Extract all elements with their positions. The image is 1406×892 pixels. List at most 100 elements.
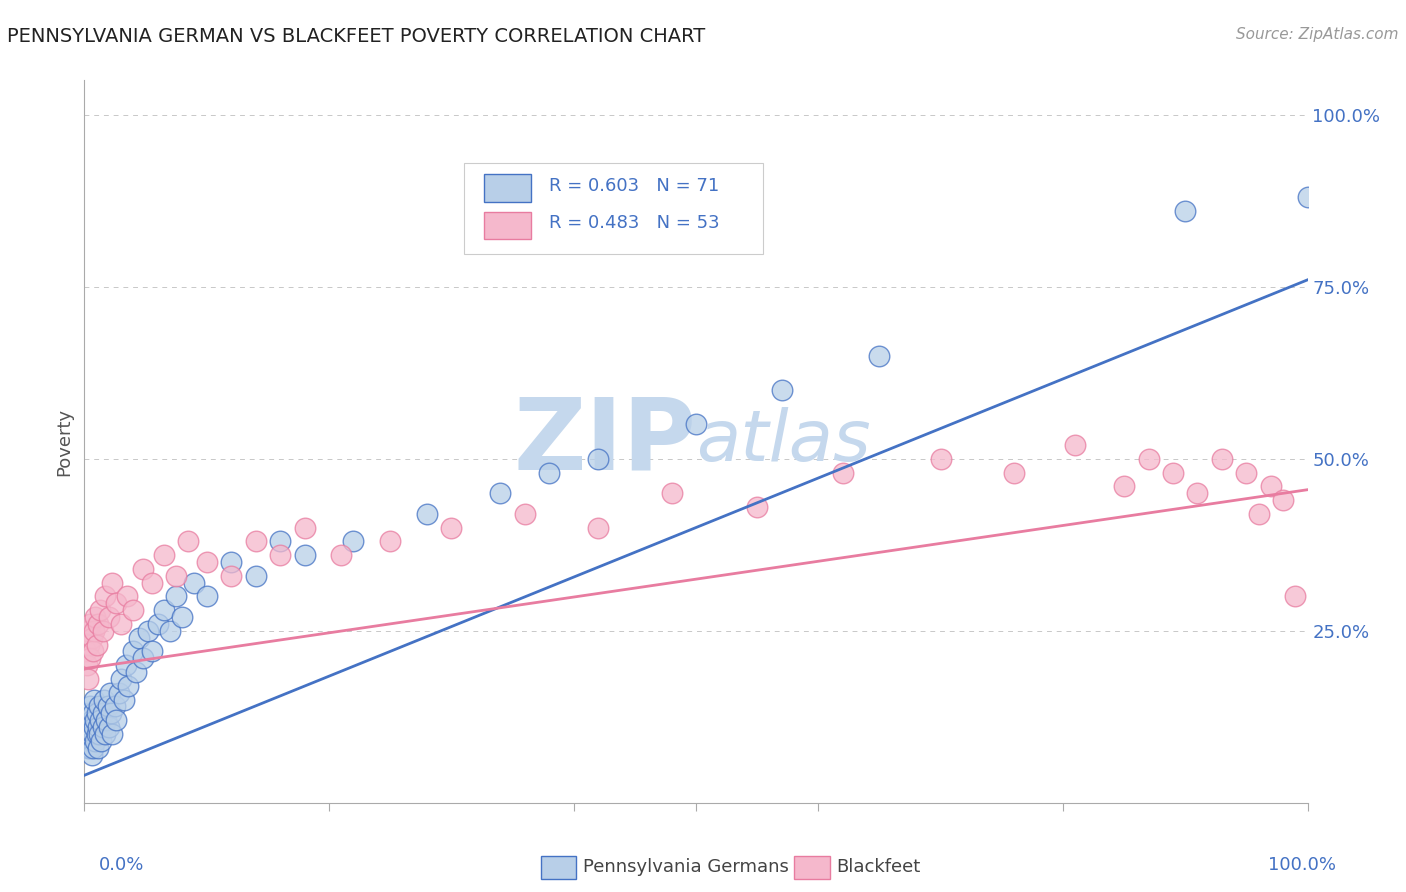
Point <box>101 575 124 590</box>
Point <box>219 555 242 569</box>
Point <box>685 417 707 432</box>
Point <box>165 590 187 604</box>
Point <box>128 631 150 645</box>
Point <box>112 692 135 706</box>
Point <box>115 658 138 673</box>
Point <box>91 624 114 638</box>
Point <box>747 500 769 514</box>
Point <box>110 616 132 631</box>
Point <box>1064 438 1087 452</box>
Point <box>97 699 120 714</box>
Point <box>153 548 176 562</box>
Point <box>219 568 242 582</box>
Point <box>380 534 402 549</box>
Point <box>96 713 118 727</box>
Point <box>82 727 104 741</box>
Point <box>80 631 103 645</box>
Point <box>1002 466 1025 480</box>
Point <box>75 720 97 734</box>
Point <box>94 590 117 604</box>
Text: R = 0.483   N = 53: R = 0.483 N = 53 <box>550 214 720 232</box>
Point <box>153 603 176 617</box>
Point <box>80 734 103 748</box>
Point <box>831 466 853 480</box>
Point <box>77 624 100 638</box>
Point <box>87 616 110 631</box>
Point <box>91 706 114 721</box>
Point <box>125 665 148 679</box>
Point <box>869 349 891 363</box>
Point <box>110 672 132 686</box>
Point <box>440 520 463 534</box>
Point <box>146 616 169 631</box>
Text: R = 0.603   N = 71: R = 0.603 N = 71 <box>550 178 720 195</box>
Text: ZIP: ZIP <box>513 393 696 490</box>
Point <box>1174 204 1197 219</box>
Point <box>90 734 112 748</box>
Point <box>75 644 97 658</box>
Point <box>101 727 124 741</box>
Point <box>1260 479 1282 493</box>
Point <box>245 568 267 582</box>
Point <box>104 699 127 714</box>
Point <box>538 466 561 480</box>
Point <box>82 740 104 755</box>
Point <box>586 451 609 466</box>
Point <box>330 548 353 562</box>
Point <box>1137 451 1160 466</box>
Point <box>122 603 145 617</box>
Point <box>86 727 108 741</box>
FancyBboxPatch shape <box>484 211 531 239</box>
Text: Pennsylvania Germans: Pennsylvania Germans <box>583 858 789 876</box>
Point <box>1272 493 1295 508</box>
Text: Source: ZipAtlas.com: Source: ZipAtlas.com <box>1236 27 1399 42</box>
Point <box>1284 590 1306 604</box>
Point <box>97 610 120 624</box>
Point <box>1236 466 1258 480</box>
Point <box>132 562 155 576</box>
Point <box>79 720 101 734</box>
Point <box>82 644 104 658</box>
Point <box>97 720 120 734</box>
Point <box>89 713 111 727</box>
Point <box>661 486 683 500</box>
Point <box>195 555 218 569</box>
Point <box>183 575 205 590</box>
Point <box>770 383 793 397</box>
Point <box>86 706 108 721</box>
Point <box>122 644 145 658</box>
Point <box>91 720 114 734</box>
Point <box>80 713 103 727</box>
Point <box>84 610 107 624</box>
Point <box>165 568 187 582</box>
Text: 100.0%: 100.0% <box>1268 856 1336 874</box>
Point <box>79 740 101 755</box>
Point <box>929 451 952 466</box>
Y-axis label: Poverty: Poverty <box>55 408 73 475</box>
Point <box>159 624 181 638</box>
FancyBboxPatch shape <box>464 163 763 253</box>
Point <box>1211 451 1233 466</box>
Point <box>105 713 128 727</box>
Point <box>136 624 159 638</box>
Point <box>79 616 101 631</box>
Point <box>77 727 100 741</box>
Point <box>294 548 316 562</box>
Point <box>107 686 129 700</box>
Point <box>80 747 103 762</box>
Point <box>141 575 163 590</box>
Point <box>83 692 105 706</box>
Point <box>87 727 110 741</box>
Point <box>1187 486 1209 500</box>
Point <box>1296 190 1319 204</box>
Point <box>132 651 155 665</box>
Point <box>269 534 291 549</box>
Point <box>172 610 194 624</box>
Point <box>83 624 105 638</box>
Point <box>94 727 117 741</box>
Point <box>115 590 138 604</box>
Point <box>177 534 200 549</box>
Point <box>1161 466 1184 480</box>
Text: 0.0%: 0.0% <box>98 856 143 874</box>
Point <box>87 720 110 734</box>
